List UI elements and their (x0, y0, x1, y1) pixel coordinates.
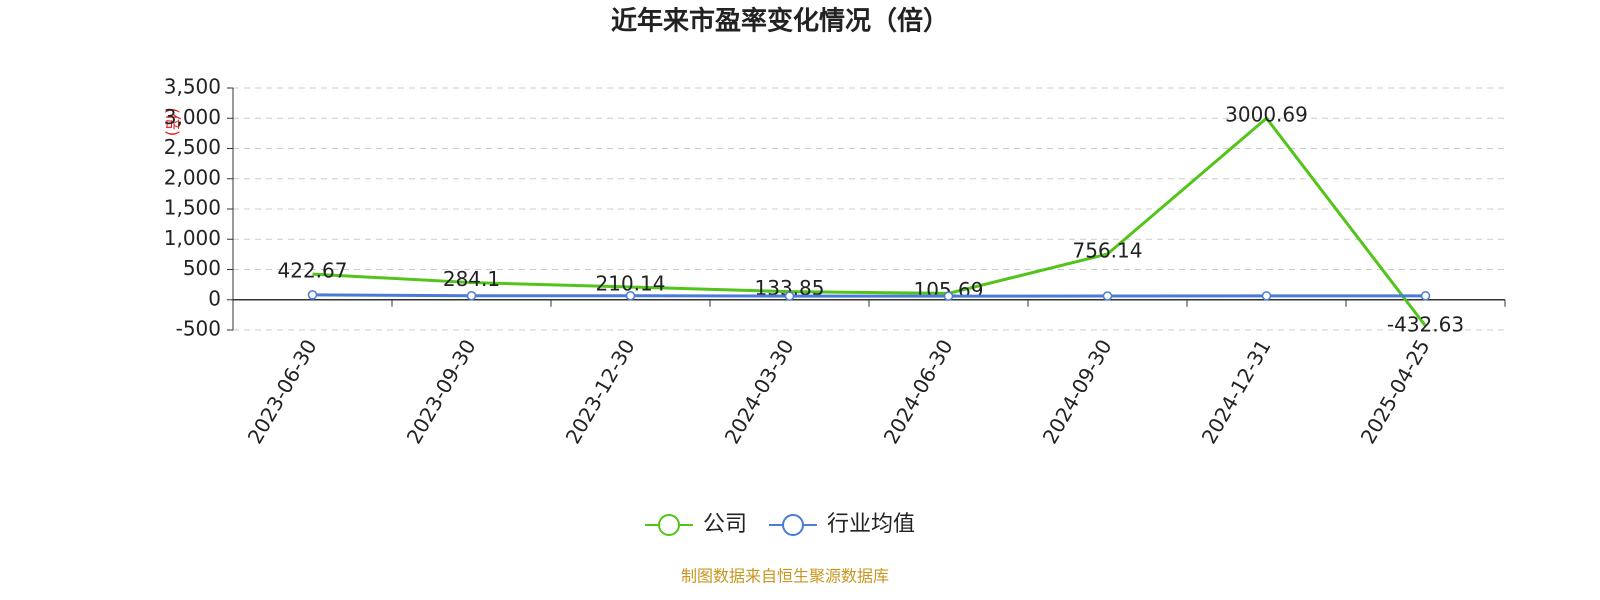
point (625, 291, 636, 301)
point (1261, 291, 1272, 301)
point (307, 290, 318, 300)
legend-marker (658, 514, 680, 536)
x-tick-label: 2025-04-25 (1356, 335, 1435, 448)
legend-label: 公司 (703, 512, 747, 537)
point (943, 291, 954, 301)
x-tick-label: 2023-06-30 (243, 335, 322, 448)
series-line (312, 293, 1426, 298)
x-tick-label: 2023-12-30 (561, 335, 640, 448)
y-tick-label: 3,000 (164, 105, 221, 129)
data-label: 284.1 (443, 267, 500, 291)
x-tick-label: 2023-09-30 (402, 335, 481, 448)
y-tick-label: 2,000 (164, 165, 221, 189)
point (1102, 291, 1113, 301)
y-tick-label: 1,500 (164, 196, 221, 220)
legend-label: 行业均值 (827, 512, 915, 537)
point (784, 291, 795, 301)
y-axis-label: (倍) (164, 108, 183, 137)
chart-title: 近年来市盈率变化情况（倍） (611, 6, 949, 37)
point (466, 291, 477, 301)
legend-marker (782, 514, 805, 536)
data-label: -432.63 (1387, 312, 1464, 336)
source-note: 制图数据来自恒生聚源数据库 (681, 567, 889, 586)
y-tick-label: -500 (176, 317, 221, 341)
y-tick-label: 0 (208, 286, 221, 310)
y-tick-label: 1,000 (164, 226, 221, 250)
series-line (312, 116, 1427, 327)
data-label: 422.67 (278, 259, 348, 283)
y-tick-label: 2,500 (164, 135, 221, 159)
x-tick-label: 2024-03-30 (720, 335, 799, 448)
data-label: 3000.69 (1225, 103, 1308, 127)
data-label: 756.14 (1073, 239, 1143, 263)
x-tick-label: 2024-09-30 (1038, 335, 1117, 448)
point (1420, 291, 1431, 301)
x-tick-label: 2024-12-31 (1197, 335, 1276, 448)
y-tick-label: 500 (183, 256, 221, 280)
y-tick-label: 3,500 (164, 75, 221, 99)
x-tick-label: 2024-06-30 (879, 335, 958, 448)
